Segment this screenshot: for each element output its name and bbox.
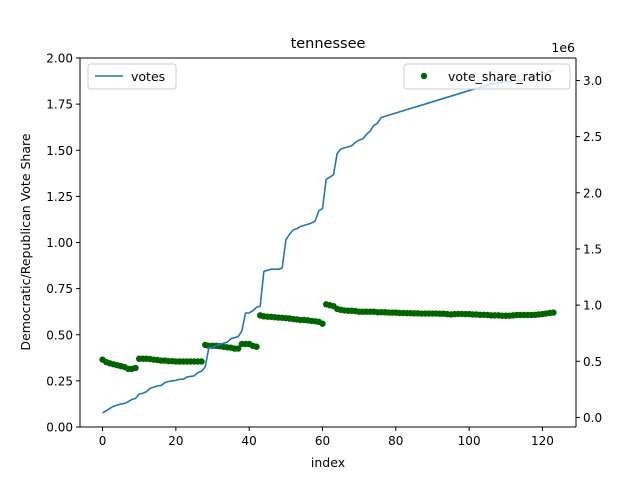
left-y-tick-label: 1.75	[46, 98, 73, 112]
x-axis-label: index	[311, 455, 345, 470]
right-y-tick-label: 1.5	[583, 242, 602, 256]
vote-share-ratio-point	[550, 309, 557, 316]
left-y-tick-label: 0.00	[46, 421, 73, 435]
x-axis-ticks: 0 20 40 60 80 100 120	[99, 427, 554, 448]
vote-share-ratio-point	[198, 358, 205, 365]
vote-share-ratio-point	[319, 320, 326, 327]
right-y-tick-label: 3.0	[583, 74, 602, 88]
legend-votes: votes	[87, 63, 177, 90]
legend-vote-share-ratio-label: vote_share_ratio	[448, 69, 552, 84]
right-y-tick-label: 2.5	[583, 130, 602, 144]
left-y-tick-label: 1.25	[46, 190, 73, 204]
x-tick-label: 100	[458, 434, 481, 448]
right-y-tick-label: 0.0	[583, 411, 602, 425]
vote-share-ratio-point	[132, 364, 139, 372]
vote-share-ratio-point	[253, 343, 260, 350]
x-tick-label: 120	[531, 434, 554, 448]
x-tick-label: 60	[315, 434, 330, 448]
left-y-tick-label: 1.00	[46, 236, 73, 250]
legend-vote-share-ratio-frame	[403, 63, 571, 90]
left-y-axis-ticks: 0.00 0.25 0.50 0.75 1.00 1.25 1.50 1.75 2.00	[46, 52, 80, 435]
right-y-tick-label: 2.0	[583, 186, 602, 200]
right-axis-multiplier: 1e6	[551, 40, 575, 55]
right-y-tick-label: 1.0	[583, 299, 602, 313]
left-y-axis-label: Democratic/Republican Vote Share	[18, 133, 33, 350]
legend-vote-share-ratio-marker-swatch	[420, 72, 428, 80]
left-y-tick-label: 2.00	[46, 52, 73, 66]
right-y-axis-ticks: 0.0 0.5 1.0 1.5 2.0 2.5 3.0	[576, 74, 602, 425]
x-tick-label: 80	[388, 434, 403, 448]
legend-votes-frame	[87, 63, 177, 90]
plot-series	[99, 69, 557, 414]
legend-vote-share-ratio: vote_share_ratio	[403, 63, 571, 90]
left-y-tick-label: 0.50	[46, 328, 73, 342]
left-y-tick-label: 0.75	[46, 282, 73, 296]
legend-votes-label: votes	[131, 69, 165, 84]
chart-title: tennessee	[291, 36, 366, 52]
vote-share-ratio-point	[234, 345, 242, 352]
x-tick-label: 0	[99, 434, 107, 448]
right-y-tick-label: 0.5	[583, 355, 602, 369]
plot-background	[80, 58, 576, 427]
left-y-tick-label: 0.25	[46, 374, 73, 388]
x-tick-label: 20	[168, 434, 183, 448]
x-tick-label: 40	[242, 434, 257, 448]
left-y-tick-label: 1.50	[46, 144, 73, 158]
